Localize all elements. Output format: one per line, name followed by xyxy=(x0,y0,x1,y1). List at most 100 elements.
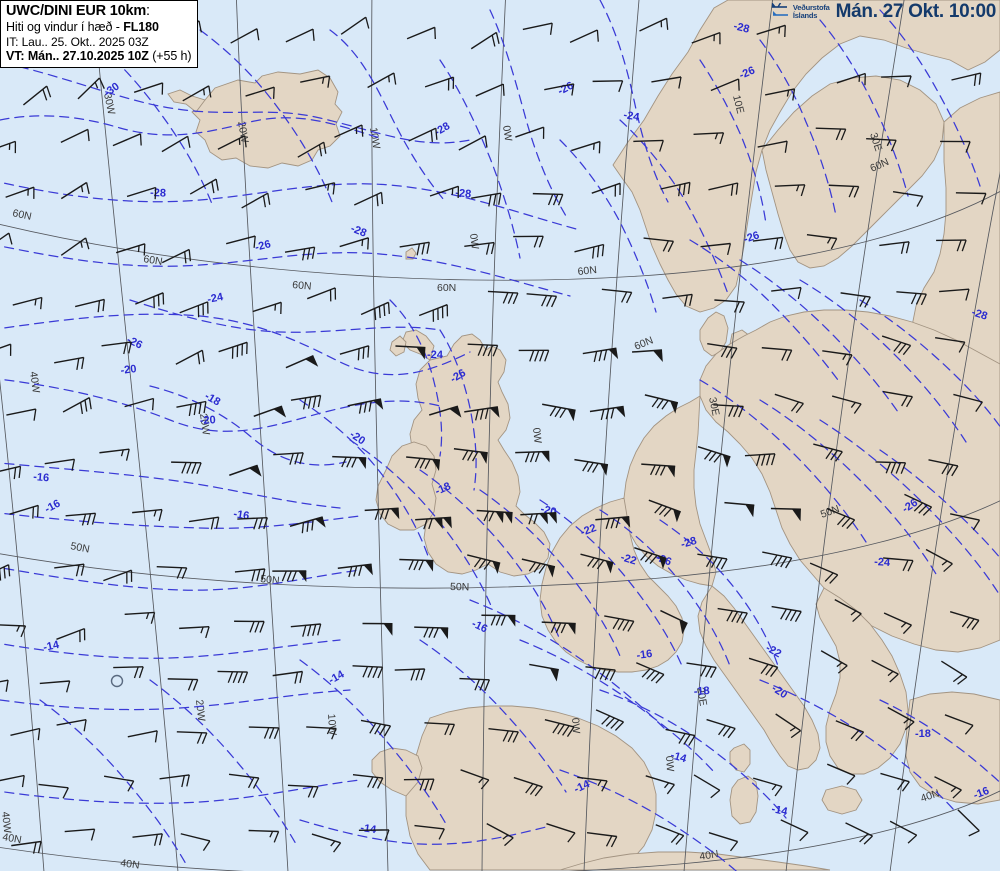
isotherm-contour xyxy=(299,399,429,557)
parallel-label-40n: 40N xyxy=(1,831,22,846)
land-iceland-nw-peninsula xyxy=(167,89,206,113)
isotherm-value-label: -24 xyxy=(622,109,641,124)
isotherm-contour xyxy=(659,519,779,667)
land-corsica xyxy=(729,743,751,773)
isotherm-value-label: -28 xyxy=(349,223,368,240)
valid-timestamp: Mán. 27 Okt. 10:00 xyxy=(835,1,997,22)
isotherm-contour xyxy=(39,699,187,865)
brand-org-name: Veðurstofa Íslands xyxy=(793,4,830,19)
init-time-label: IT: Lau.. 25. Okt.. 2025 03Z xyxy=(6,34,149,49)
isotherm-contour xyxy=(479,489,621,657)
isotherm-contour xyxy=(0,512,361,529)
land-iberia xyxy=(405,705,657,871)
isotherm-value-label: -20 xyxy=(120,363,137,377)
meridian-label-0w: 0W xyxy=(500,125,514,142)
land-balkans xyxy=(815,587,909,775)
isotherm-contour xyxy=(0,689,351,711)
meridian-label-20w: 20W xyxy=(193,699,207,722)
isotherm-contour xyxy=(439,59,521,259)
isotherm-contour xyxy=(0,639,341,659)
meridian-30w xyxy=(92,0,179,871)
land-sardinia xyxy=(729,775,759,825)
isotherm-value-label: -14 xyxy=(770,803,789,818)
meridian-label-30e: 30E xyxy=(706,396,722,417)
meridian-label-10e: 10E xyxy=(730,94,746,115)
isotherm-contour xyxy=(739,259,899,413)
isotherm-value-label: -22 xyxy=(579,522,598,539)
isotherm-contour xyxy=(699,379,867,543)
parallel-label-50n: 50N xyxy=(450,581,469,593)
isotherm-value-label: -18 xyxy=(433,480,452,497)
isotherm-contour xyxy=(859,299,1000,428)
isotherm-value-label: -28 xyxy=(732,20,750,35)
valid-time-line: VT: Mán.. 27.10.2025 10Z (+55 h) xyxy=(6,49,192,64)
land-scotland-nw xyxy=(401,329,435,361)
isotherm-value-label: -16 xyxy=(972,785,991,802)
isotherm-contour xyxy=(419,469,561,641)
isotherm-contour xyxy=(819,19,909,197)
meridian-label-30w: 30W xyxy=(101,92,117,116)
isotherm-contour xyxy=(619,119,729,295)
product-title-colon: : xyxy=(146,3,150,19)
chart-title-box: UWC/DINI EUR 10km: Hiti og vindur í hæð … xyxy=(0,0,199,68)
meridian-label-0w: 0W xyxy=(663,755,676,772)
isotherm-contour xyxy=(539,499,683,667)
isotherm-contour xyxy=(759,399,937,575)
init-time-line: IT: Lau.. 25. Okt.. 2025 03Z xyxy=(6,35,191,49)
isotherm-value-label: -24 xyxy=(874,556,892,569)
isotherm-contour xyxy=(489,9,567,217)
land-north-africa xyxy=(559,851,831,871)
isotherm-value-label: -16 xyxy=(233,508,251,522)
meridian-20w xyxy=(236,0,289,871)
isotherm-contour xyxy=(759,39,837,217)
isotherm-contour xyxy=(0,115,381,139)
parallel-label-40n: 40N xyxy=(699,848,720,863)
parallel-label-60n: 60N xyxy=(292,279,312,293)
vedurstofa-logo[interactable]: Veðurstofa Íslands xyxy=(770,3,830,21)
isotherm-contour xyxy=(299,659,447,825)
brand-org-line2: Íslands xyxy=(792,11,818,20)
isotherm-contour xyxy=(0,378,441,432)
land-anatolia xyxy=(905,691,1000,805)
isotherm-value-label: -26 xyxy=(737,65,756,82)
parallel-label-60n: 60N xyxy=(577,264,597,278)
product-title-line: UWC/DINI EUR 10km: xyxy=(6,3,191,20)
isotherm-value-label: -28 xyxy=(680,535,699,551)
meridian-label-40w: 40W xyxy=(0,811,13,834)
isotherm-contour xyxy=(129,299,441,333)
isotherm-value-label: -28 xyxy=(970,306,989,322)
isotherm-contour xyxy=(559,769,738,871)
meridian-label-10w: 10W xyxy=(325,713,338,735)
isotherm-value-label: -24 xyxy=(427,349,444,361)
isotherm-value-label: -22 xyxy=(619,551,638,567)
parallel-label-60n: 60N xyxy=(11,207,32,223)
isotherm-contour xyxy=(0,313,471,376)
isotherm-value-label: -26 xyxy=(742,229,761,246)
isotherm-value-label: -14 xyxy=(360,822,378,836)
valid-time-value: Mán.. 27.10.2025 10Z xyxy=(27,49,149,64)
isotherm-contour xyxy=(599,0,669,203)
valid-time-prefix: VT: xyxy=(6,49,28,64)
isotherm-contour xyxy=(0,779,361,804)
isotherm-contour xyxy=(0,61,471,144)
isotherm-contour xyxy=(689,239,839,381)
meridian-label-30e: 30E xyxy=(867,131,884,152)
meridian-label-10w: 10W xyxy=(367,127,382,150)
isotherm-contour xyxy=(879,9,981,187)
isotherm-contour xyxy=(559,139,657,313)
isotherm-value-label: -28 xyxy=(150,187,166,200)
valid-time-lead-value: (+55 h) xyxy=(152,49,192,64)
meridian-10w xyxy=(371,0,389,871)
land-france xyxy=(539,497,685,673)
isotherm-value-label: -18 xyxy=(915,728,931,740)
brand-org-line1: Veðurstofa xyxy=(792,3,830,13)
isotherm-value-label: -16 xyxy=(33,471,50,484)
isotherm-contour xyxy=(149,679,297,845)
isotherm-contour xyxy=(329,29,445,201)
isotherm-contour xyxy=(879,699,1000,784)
isotherm-contour xyxy=(299,819,551,845)
isotherm-value-label: -26 xyxy=(254,238,272,254)
